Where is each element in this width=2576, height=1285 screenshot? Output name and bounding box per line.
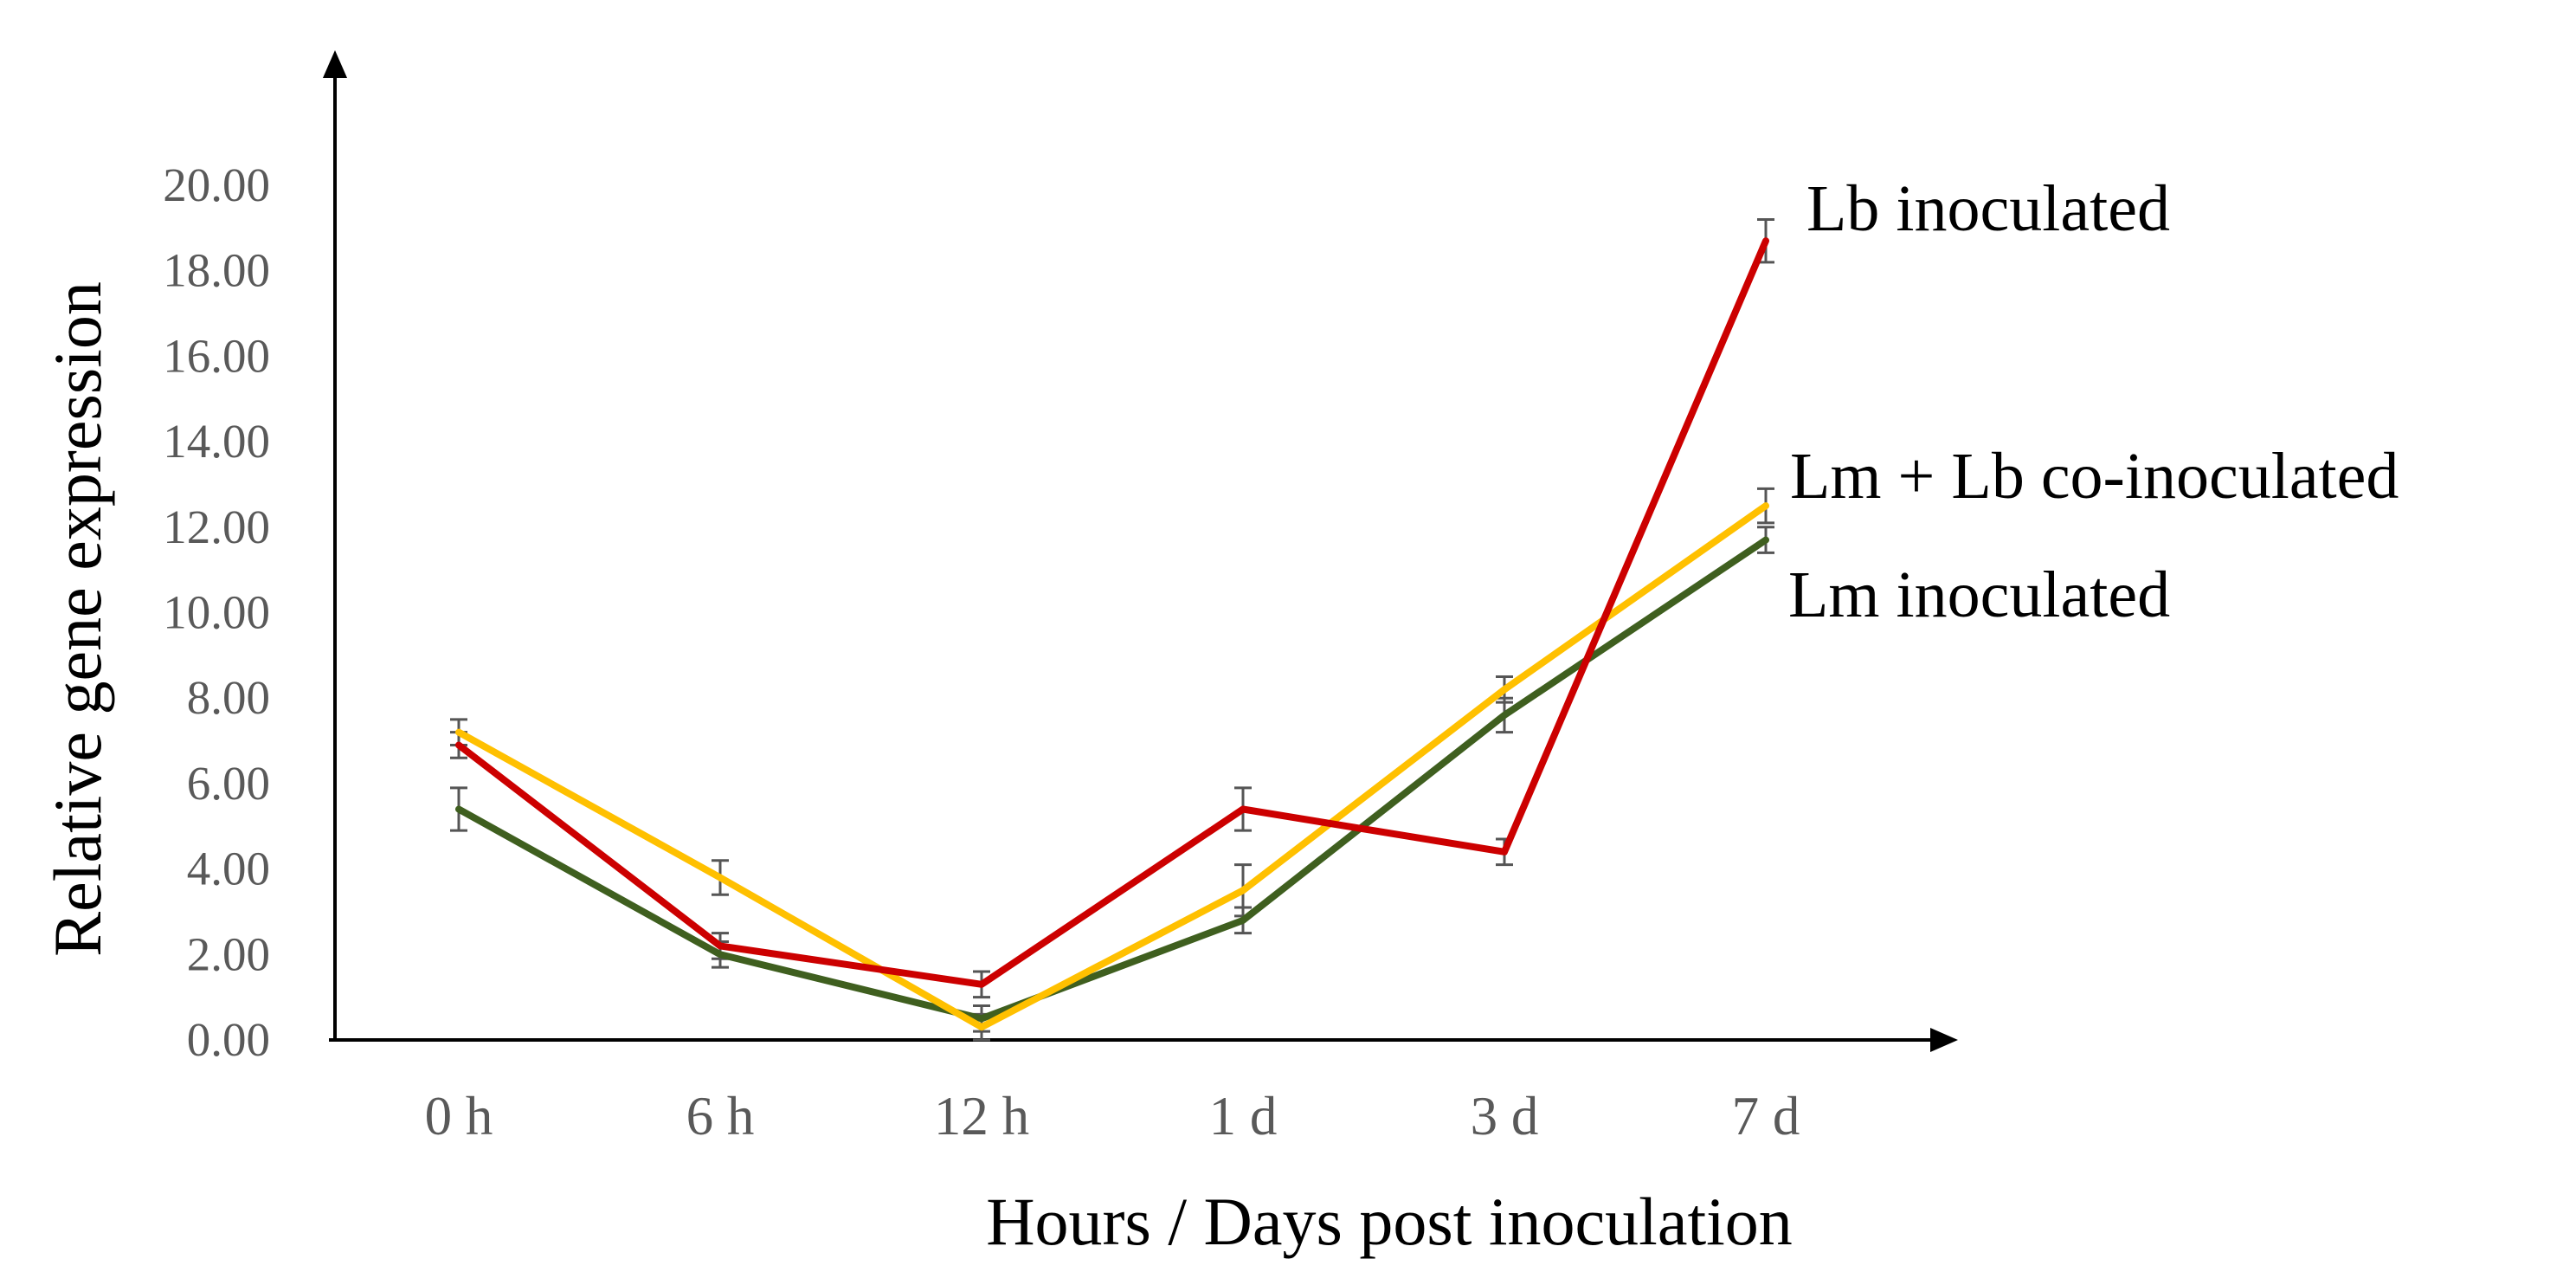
x-tick-label: 0 h — [425, 1086, 493, 1146]
x-tick-label: 1 d — [1209, 1086, 1278, 1146]
series-line-lb — [455, 237, 1769, 988]
y-tick-label: 4.00 — [187, 843, 270, 895]
y-axis-title: Relative gene expression — [40, 281, 115, 957]
x-axis-title: Hours / Days post inoculation — [986, 1184, 1793, 1259]
series-label-lm: Lm inoculated — [1788, 559, 2170, 631]
x-tick-label: 12 h — [934, 1086, 1029, 1146]
x-tick-labels: 0 h 6 h 12 h 1 d 3 d 7 d — [425, 1086, 1800, 1146]
y-tick-label: 14.00 — [163, 415, 270, 468]
y-axis-arrow — [323, 50, 347, 78]
y-tick-label: 6.00 — [187, 757, 270, 810]
y-tick-label: 8.00 — [187, 671, 270, 724]
y-tick-label: 2.00 — [187, 927, 270, 980]
x-axis-arrow — [1930, 1028, 1958, 1052]
y-tick-label: 0.00 — [187, 1013, 270, 1066]
y-tick-labels: 0.00 2.00 4.00 6.00 8.00 10.00 12.00 14.00 16.00… — [163, 158, 270, 1066]
series-line-lm-lb — [455, 502, 1769, 1031]
series-lines — [455, 237, 1769, 1031]
y-tick-label: 16.00 — [163, 329, 270, 382]
y-tick-label: 12.00 — [163, 500, 270, 553]
x-tick-label: 7 d — [1732, 1086, 1800, 1146]
series-line-lm — [455, 536, 1769, 1023]
series-label-lb: Lb inoculated — [1806, 172, 2170, 245]
x-tick-label: 6 h — [686, 1086, 755, 1146]
y-tick-label: 20.00 — [163, 158, 270, 211]
x-tick-label: 3 d — [1471, 1086, 1539, 1146]
y-tick-label: 10.00 — [163, 586, 270, 639]
y-tick-label: 18.00 — [163, 244, 270, 297]
series-label-lm-lb: Lm + Lb co-inoculated — [1790, 440, 2399, 513]
